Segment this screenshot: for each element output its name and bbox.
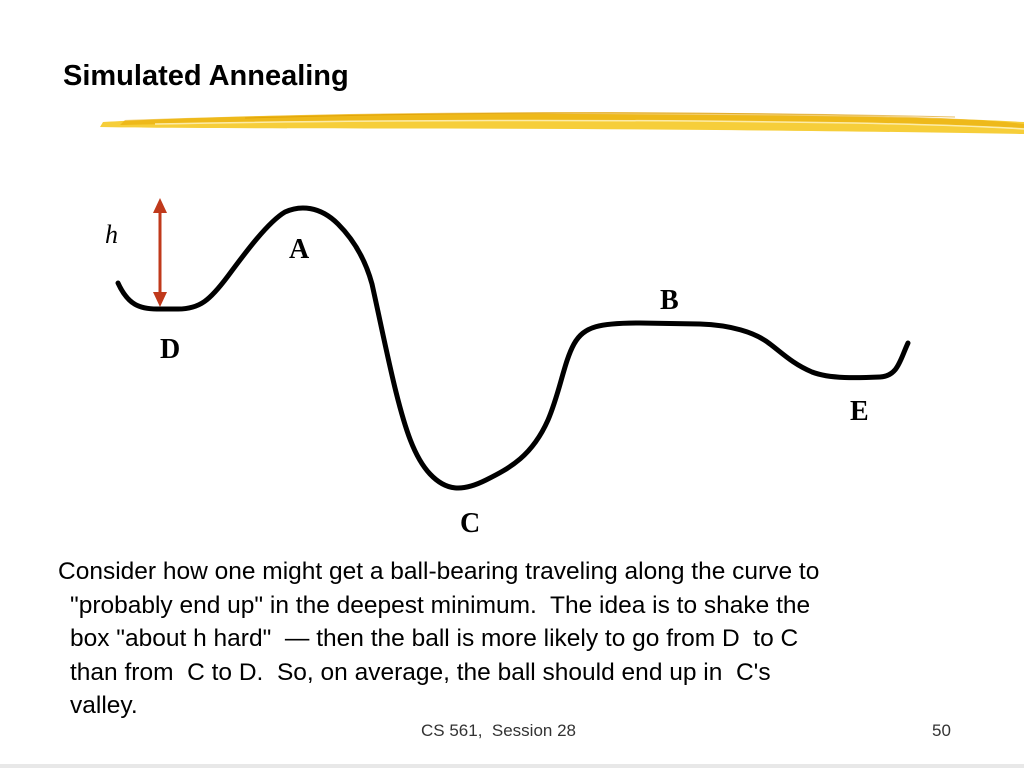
point-label-c: C (460, 508, 480, 539)
height-label: h (105, 220, 118, 249)
point-label-e: E (850, 396, 869, 427)
explanation-paragraph: Consider how one might get a ball-bearin… (58, 555, 978, 723)
explanation-line: valley. (70, 692, 138, 719)
slide-title: Simulated Annealing (63, 60, 349, 92)
height-arrow (153, 198, 167, 307)
explanation-line: box "about h hard" — then the ball is mo… (70, 625, 799, 652)
point-label-b: B (660, 285, 679, 316)
explanation-line: Consider how one might get a ball-bearin… (58, 558, 820, 585)
point-label-d: D (160, 334, 180, 365)
explanation-line: than from C to D. So, on average, the ba… (70, 658, 771, 686)
point-label-a: A (289, 234, 310, 265)
title-highlight-stroke (100, 111, 1024, 134)
bottom-divider (0, 764, 1024, 768)
energy-curve (115, 205, 911, 491)
footer-course: CS 561, Session 28 (421, 721, 576, 740)
page-number: 50 (932, 721, 951, 740)
explanation-line: "probably end up" in the deepest minimum… (70, 591, 811, 619)
